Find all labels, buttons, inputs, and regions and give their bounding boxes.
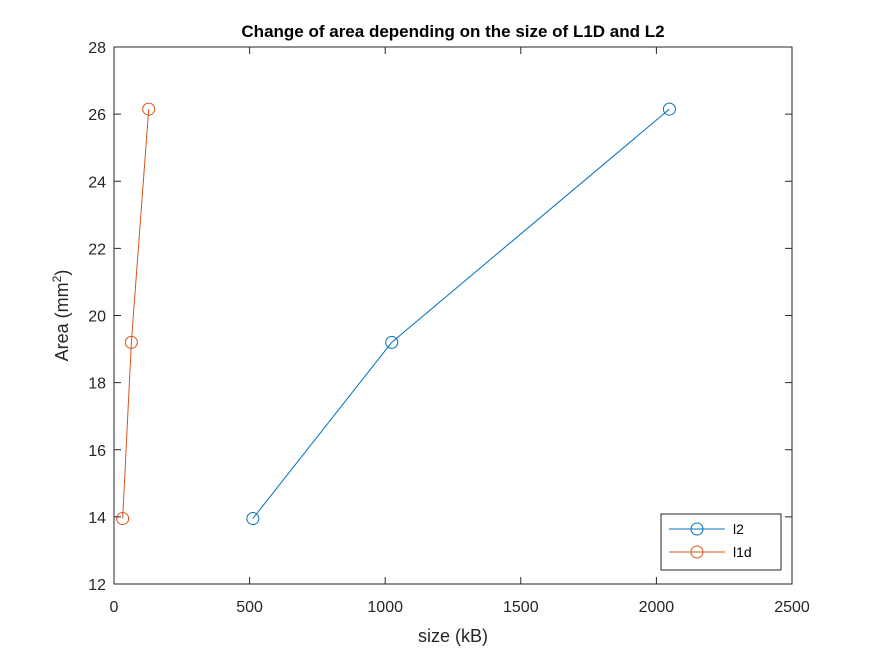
y-tick-label: 22 (88, 241, 106, 258)
y-tick-label: 20 (88, 309, 106, 326)
y-axis-label-superscript: 2 (50, 275, 64, 282)
data-point-l1d-0 (116, 512, 130, 526)
legend-entry-l1d: l1d (669, 544, 752, 560)
y-tick-label: 16 (88, 443, 106, 460)
legend-label-l2: l2 (733, 521, 744, 537)
series-l2 (246, 102, 676, 526)
series-layer (116, 102, 676, 526)
axes-layer: 0 500 1000 1500 2000 2500 12 14 16 18 20 22 24 26 28 (88, 40, 810, 616)
legend-entry-l2: l2 (669, 521, 744, 537)
y-tick-label: 12 (88, 577, 106, 594)
y-axis-label-main: Area (mm (52, 282, 72, 361)
data-point-l2-0 (246, 512, 260, 526)
x-tick-label: 500 (236, 599, 263, 616)
legend-marker-l2 (690, 522, 704, 536)
y-axis-label: Area (mm2) (50, 270, 72, 362)
y-axis-label-suffix: ) (52, 270, 72, 276)
x-tick-label: 0 (110, 599, 119, 616)
y-tick-label: 14 (88, 510, 106, 527)
x-tick-label: 1500 (503, 599, 539, 616)
series-line-l1d (122, 109, 150, 519)
series-line-l2 (252, 108, 670, 519)
legend-label-l1d: l1d (733, 544, 752, 560)
chart-title: Change of area depending on the size of … (241, 22, 664, 41)
data-point-l1d-1 (124, 335, 138, 349)
series-l1d (116, 102, 156, 526)
x-axis-label: size (kB) (418, 626, 488, 646)
data-point-l2-2 (662, 102, 676, 116)
y-tick-label: 18 (88, 376, 106, 393)
y-tick-label: 26 (88, 107, 106, 124)
x-tick-label: 2000 (639, 599, 675, 616)
data-point-l2-1 (385, 335, 399, 349)
legend-marker-l1d (690, 545, 704, 559)
x-tick-label: 1000 (367, 599, 403, 616)
plot-area (114, 47, 792, 584)
data-point-l1d-2 (142, 102, 156, 116)
legend-box (660, 513, 782, 571)
y-tick-label: 24 (88, 174, 106, 191)
x-tick-label: 2500 (774, 599, 810, 616)
y-tick-label: 28 (88, 40, 106, 57)
